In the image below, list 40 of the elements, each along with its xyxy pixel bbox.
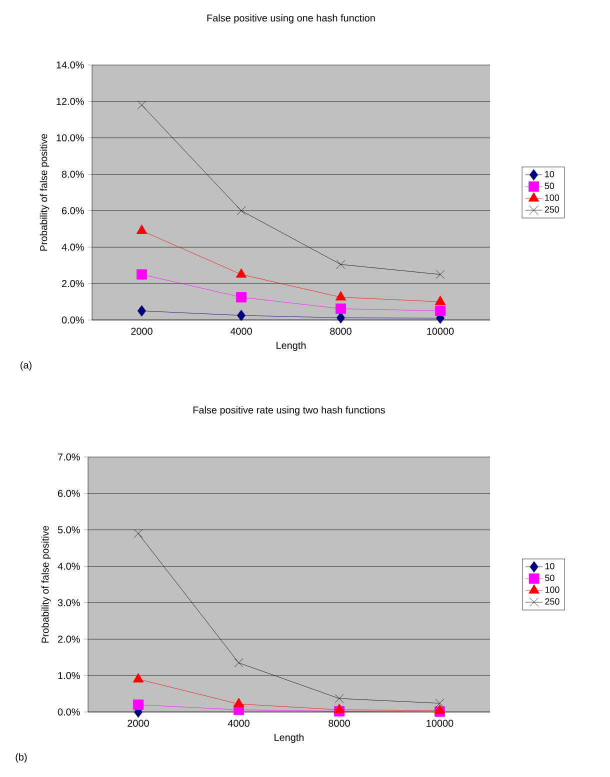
y-tick-label: 10.0%: [56, 134, 84, 142]
text: (a): [20, 361, 32, 371]
y-tick-label: 4.0%: [62, 244, 84, 251]
chart-title: False positive using one hash function: [207, 14, 375, 24]
text: (b): [16, 753, 27, 763]
x-tick-label: 2000: [128, 720, 149, 727]
x-tick-label: 2000: [131, 328, 152, 335]
y-tick-label: 3.0%: [58, 599, 80, 606]
x-tick-label: 8000: [330, 328, 352, 335]
y-tick-label: 2.0%: [62, 280, 84, 288]
x-axis-title: Length: [274, 734, 304, 743]
y-tick-label: 12.0%: [56, 98, 84, 105]
legend-label: 10: [545, 562, 554, 570]
legend-label: 250: [545, 598, 560, 605]
x-tick-label: 4000: [228, 720, 250, 727]
legend-label: 50: [545, 574, 554, 582]
x-tick-label: 4000: [230, 328, 252, 335]
y-axis-title: Probability of false positive: [40, 134, 50, 251]
x-tick-label: 8000: [328, 720, 350, 727]
legend-label: 50: [544, 182, 554, 190]
legend-label: 10: [545, 170, 554, 178]
y-tick-label: 7.0%: [58, 453, 80, 461]
legend-label: 100: [545, 586, 560, 593]
y-tick-label: 6.0%: [62, 207, 84, 214]
y-tick-label: 1.0%: [58, 672, 80, 680]
y-tick-label: 6.0%: [58, 490, 80, 497]
y-tick-label: 14.0%: [56, 61, 84, 69]
y-tick-label: 4.0%: [58, 562, 80, 570]
y-tick-label: 5.0%: [58, 526, 80, 534]
x-axis-title: Length: [276, 342, 306, 351]
y-axis-title: Probability of false positive: [41, 526, 51, 643]
x-tick-label: 10000: [426, 720, 454, 727]
chart-title: False positive rate using two hash functions: [193, 406, 385, 416]
y-tick-label: 2.0%: [58, 636, 80, 643]
y-tick-label: 0.0%: [62, 316, 84, 324]
y-tick-label: 0.0%: [58, 708, 80, 716]
legend-label: 100: [545, 194, 560, 201]
x-tick-label: 10000: [427, 328, 454, 335]
legend-label: 250: [544, 206, 560, 213]
y-tick-label: 8.0%: [62, 170, 84, 178]
